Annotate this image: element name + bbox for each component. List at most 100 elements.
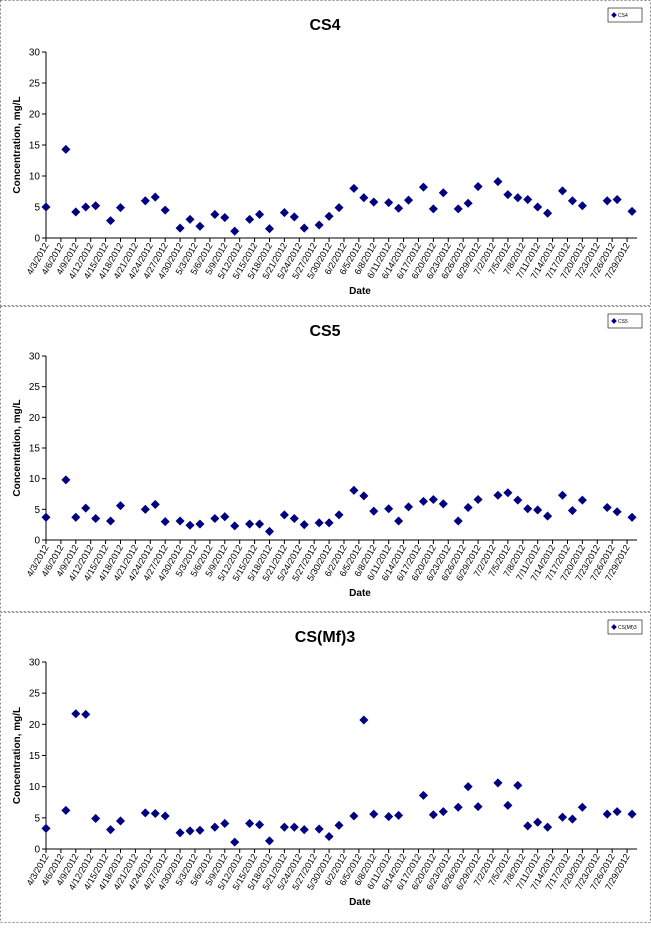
- data-point: [359, 491, 369, 501]
- legend-label: CS4: [618, 13, 628, 19]
- data-point: [404, 195, 414, 205]
- data-point: [175, 516, 185, 526]
- data-point: [384, 504, 394, 514]
- data-point: [210, 209, 220, 219]
- data-point: [493, 177, 503, 187]
- data-point: [359, 193, 369, 203]
- data-point: [245, 214, 255, 224]
- y-tick-label: 30: [29, 48, 41, 59]
- data-point: [577, 802, 587, 812]
- data-point: [185, 214, 195, 224]
- y-tick-label: 20: [29, 720, 41, 731]
- data-point: [349, 811, 359, 821]
- data-point: [220, 512, 230, 522]
- legend-label: CS5: [618, 319, 628, 325]
- legend-marker: [611, 12, 617, 18]
- data-point: [314, 824, 324, 834]
- chart-csmf3: CS(Mf)3CS(Mf)30510152025304/3/20124/6/20…: [0, 612, 651, 923]
- data-point: [106, 216, 116, 226]
- data-point: [245, 818, 255, 828]
- y-tick-label: 0: [34, 234, 40, 245]
- data-point: [106, 516, 116, 526]
- data-point: [602, 196, 612, 206]
- data-point: [513, 193, 523, 203]
- x-axis-title: Date: [349, 897, 371, 908]
- data-point: [81, 202, 91, 212]
- data-point: [160, 205, 170, 215]
- data-point: [255, 519, 265, 529]
- data-point: [41, 202, 51, 212]
- y-tick-label: 15: [29, 141, 41, 152]
- data-point: [299, 520, 309, 530]
- y-tick-label: 5: [34, 203, 40, 214]
- legend-marker: [611, 318, 617, 324]
- panel-frame: [0, 0, 651, 306]
- data-point: [71, 512, 81, 522]
- data-point: [150, 808, 160, 818]
- data-point: [602, 809, 612, 819]
- data-point: [115, 501, 126, 511]
- data-point: [220, 818, 230, 828]
- data-point: [195, 221, 205, 231]
- data-point: [140, 504, 150, 514]
- y-tick-label: 25: [29, 79, 41, 90]
- data-point: [533, 202, 543, 212]
- y-tick-label: 0: [34, 845, 40, 856]
- data-point: [567, 506, 577, 516]
- data-point: [557, 812, 568, 822]
- legend-marker: [611, 624, 617, 630]
- chart-cs4: CS4CS40510152025304/3/20124/6/20124/9/20…: [0, 0, 651, 306]
- data-point: [106, 825, 116, 835]
- chart-panel-cs5: CS5 CS5 0 5 10 15 20 25 30 4/3/2012 4/6/2012 4/9/20…: [0, 306, 651, 612]
- data-point: [230, 226, 240, 236]
- data-point: [195, 825, 205, 835]
- data-point: [503, 800, 513, 810]
- data-point: [185, 520, 195, 530]
- y-tick-label: 25: [29, 689, 41, 700]
- legend-box: [607, 313, 643, 329]
- panel-frame: [0, 612, 651, 923]
- y-tick-label: 0: [34, 536, 40, 547]
- data-point: [438, 499, 448, 509]
- chart-panel-csmf3: CS(Mf)3 CS(Mf)3 0 5 10 15 20 25 30 4/3/2012 4/6/20…: [0, 612, 651, 923]
- data-point: [279, 822, 289, 832]
- data-point: [175, 223, 185, 233]
- y-tick-label: 15: [29, 444, 41, 455]
- y-tick-label: 10: [29, 172, 41, 183]
- data-point: [150, 192, 160, 202]
- data-point: [418, 182, 428, 192]
- chart-title: CS5: [309, 323, 340, 340]
- panel-frame: [0, 306, 651, 612]
- data-point: [394, 203, 404, 213]
- legend: CS5: [607, 313, 643, 329]
- data-point: [567, 196, 577, 206]
- data-point: [61, 475, 71, 485]
- chart-title: CS4: [309, 17, 340, 34]
- legend-box: [607, 619, 643, 635]
- y-tick-label: 10: [29, 782, 41, 793]
- data-point: [230, 521, 240, 531]
- data-point: [473, 182, 483, 192]
- data-point: [349, 183, 359, 193]
- data-point: [334, 820, 344, 830]
- y-tick-label: 5: [34, 505, 40, 516]
- data-point: [453, 516, 463, 526]
- x-axis-title: Date: [349, 286, 371, 297]
- legend: CS(Mf)3: [607, 619, 643, 635]
- data-point: [289, 822, 299, 832]
- y-axis-title: Concentration, mg/L: [12, 399, 23, 496]
- y-tick-label: 30: [29, 352, 41, 363]
- data-point: [140, 196, 150, 206]
- data-point: [463, 198, 473, 208]
- data-point: [438, 188, 448, 198]
- legend: CS4: [607, 7, 643, 23]
- y-tick-label: 25: [29, 382, 41, 393]
- y-tick-label: 15: [29, 751, 41, 762]
- y-axis-title: Concentration, mg/L: [12, 96, 23, 193]
- data-point: [602, 502, 612, 513]
- y-tick-label: 5: [34, 813, 40, 824]
- chart-panel-cs4: CS4 CS4 0 5 10 15 20 25 30 4/3/2012 4/6/2012 4/9/20…: [0, 0, 651, 306]
- data-point: [513, 495, 523, 505]
- legend-box: [607, 7, 643, 23]
- data-point: [453, 802, 463, 812]
